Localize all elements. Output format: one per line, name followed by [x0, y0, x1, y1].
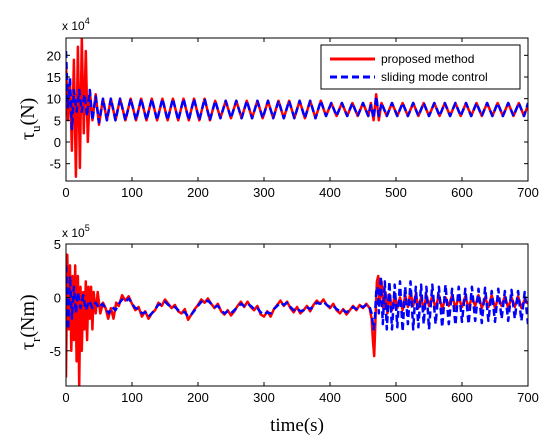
bottom-xtick-label: 100: [121, 390, 143, 405]
top-xtick-label: 0: [62, 185, 69, 200]
top-xtick-label: 200: [187, 185, 209, 200]
bottom-xtick-label: 200: [187, 390, 209, 405]
top-xtick-label: 300: [253, 185, 275, 200]
bottom-series-proposed-method-line: [66, 253, 528, 386]
bottom-chart: 0 100 200 300 400 500 600 700-505 x 105 τr(Nm) …: [17, 223, 539, 436]
bottom-xtick-label: 700: [517, 390, 539, 405]
top-xtick-label: 400: [319, 185, 341, 200]
legend-label-proposed: proposed method: [381, 52, 474, 66]
bottom-ticks: 0 100 200 300 400 500 600 700 -5 0 5: [49, 237, 538, 405]
top-xtick-label: 500: [385, 185, 407, 200]
bottom-ytick-label: 0: [54, 290, 61, 305]
bottom-axes-box: [65, 243, 529, 387]
top-plot-area: [65, 37, 529, 182]
top-xtick-label: 100: [121, 185, 143, 200]
bottom-xtick-label: 500: [385, 390, 407, 405]
top-xtick-label: 600: [451, 185, 473, 200]
svg-text:τr(Nm): τr(Nm): [17, 294, 43, 350]
top-exponent-label: x 104: [62, 16, 90, 33]
legend: proposed method sliding mode control: [320, 44, 521, 90]
bottom-xtick-label: 400: [319, 390, 341, 405]
top-xtick-label: 700: [517, 185, 539, 200]
bottom-xtick-label: 300: [253, 390, 275, 405]
bottom-series-sliding-mode-control-line: [66, 265, 528, 333]
top-ytick-label: 15: [47, 70, 61, 85]
top-ytick-label: 10: [47, 92, 61, 107]
top-ytick-label: 5: [54, 113, 61, 128]
top-axes-box: [65, 37, 529, 182]
svg-text:τu(N): τu(N): [17, 98, 43, 140]
bottom-series-group: [66, 253, 528, 386]
bottom-ylabel: τr(Nm): [17, 294, 43, 350]
bottom-exponent-label: x 105: [62, 223, 90, 240]
legend-box: [320, 44, 521, 90]
bottom-ytick-label: 5: [54, 237, 61, 252]
bottom-xtick-label: 600: [451, 390, 473, 405]
bottom-xtick-label: 0: [62, 390, 69, 405]
bottom-plot-area: [65, 243, 529, 387]
top-series-sliding-mode-control-line: [66, 50, 528, 131]
legend-label-sliding: sliding mode control: [381, 70, 488, 84]
top-ytick-label: 20: [47, 48, 61, 63]
bottom-ytick-label: -5: [49, 344, 61, 359]
top-ylabel: τu(N): [17, 98, 43, 140]
top-ytick-label: -5: [49, 157, 61, 172]
top-series-group: [66, 38, 528, 178]
top-ytick-label: 0: [54, 135, 61, 150]
bottom-xlabel: time(s): [270, 415, 324, 436]
